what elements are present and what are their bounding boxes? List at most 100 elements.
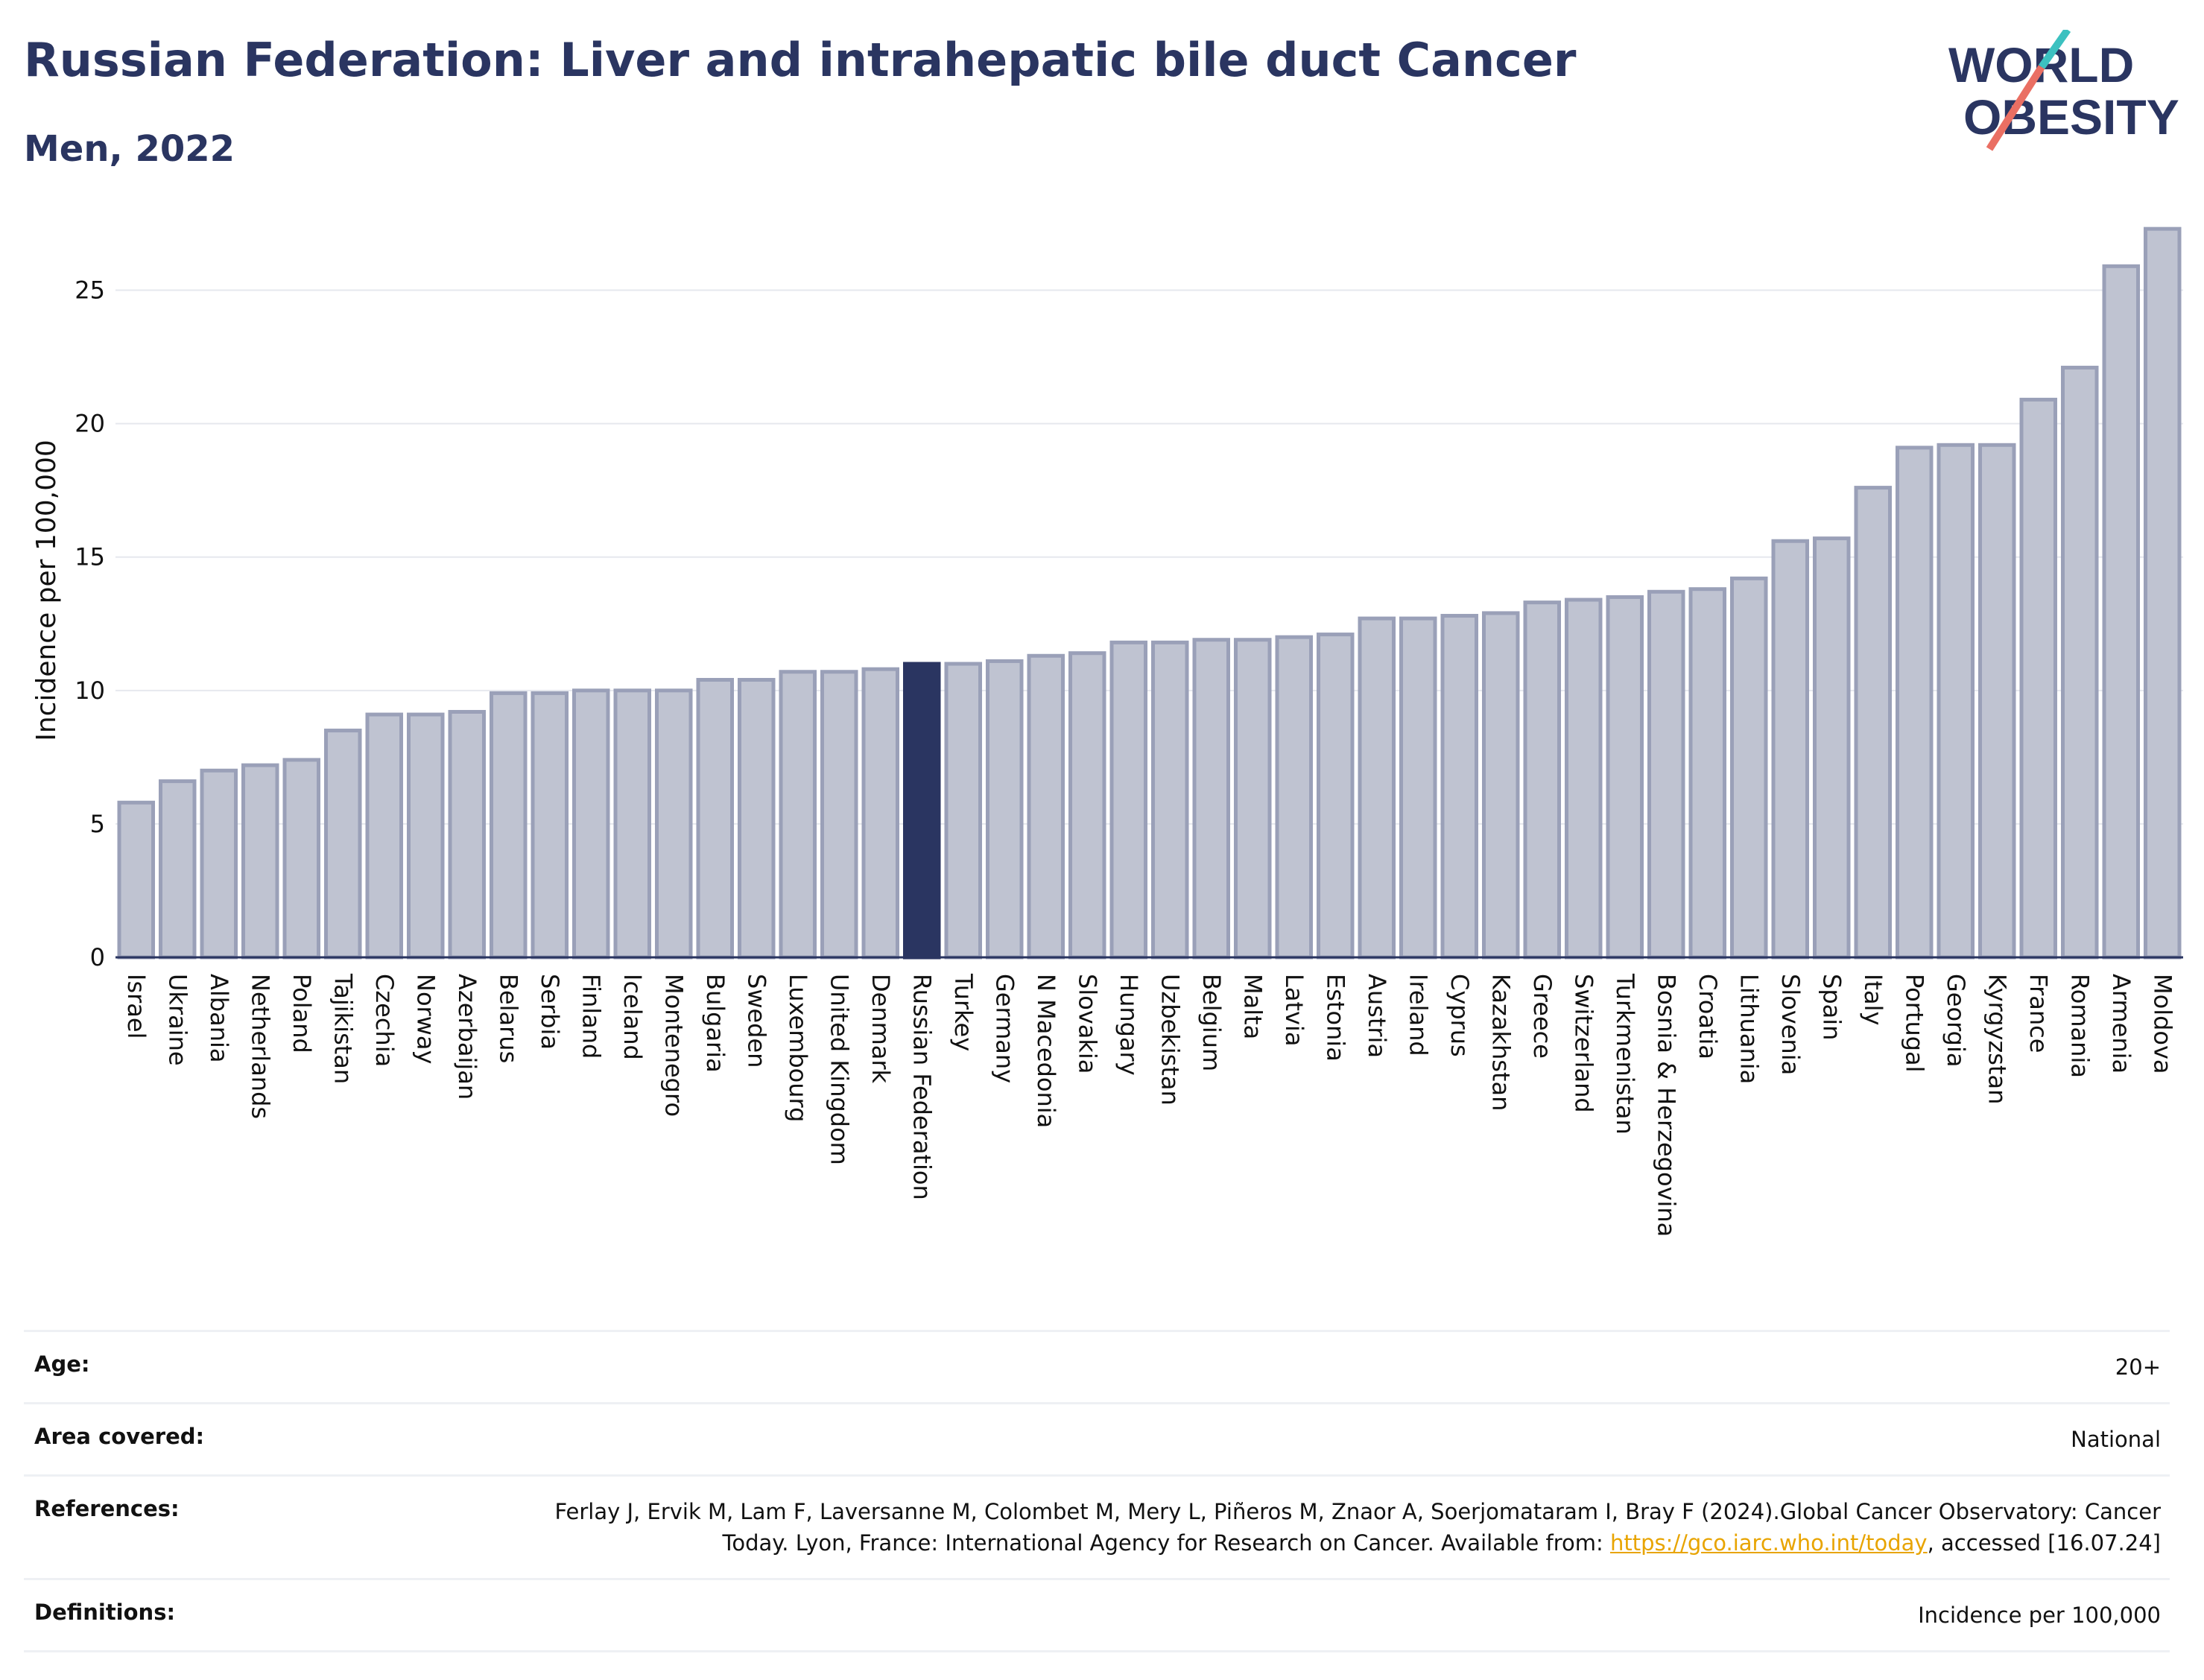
bar [1729, 576, 1768, 960]
bar [282, 758, 321, 960]
chart-subtitle: Men, 2022 [24, 128, 235, 170]
references-text-end: , accessed [16.07.24] [1927, 1530, 2161, 1556]
x-tick-label: N Macedonia [1032, 974, 1060, 1128]
bar [1564, 597, 1603, 960]
x-tick-label: Iceland [618, 974, 647, 1060]
x-tick-label: Netherlands [246, 974, 274, 1119]
bar [1771, 539, 1810, 960]
x-tick-label: Bulgaria [701, 974, 729, 1073]
references-link[interactable]: https://gco.iarc.who.int/today [1609, 1530, 1928, 1556]
x-tick-label: Estonia [1321, 974, 1349, 1062]
bar [571, 688, 610, 960]
bar [2060, 365, 2099, 960]
x-tick-label: Serbia [536, 974, 564, 1050]
footer-row-definitions: Definitions: Incidence per 100,000 [24, 1578, 2170, 1652]
bar [1977, 443, 2016, 960]
bar [1854, 486, 1893, 960]
footer-row-age: Age: 20+ [24, 1330, 2170, 1402]
x-tick-label: Portugal [1900, 974, 1928, 1073]
x-tick-label: Albania [205, 974, 233, 1062]
world-obesity-logo: WORLD OBESITY [1948, 30, 2179, 151]
x-tick-label: Austria [1363, 974, 1391, 1058]
bar [241, 763, 279, 960]
definitions-label: Definitions: [34, 1600, 176, 1625]
age-label: Age: [34, 1351, 90, 1377]
x-tick-label: Denmark [867, 974, 895, 1084]
x-tick-label: Ukraine [163, 974, 191, 1066]
bar [779, 670, 817, 960]
y-tick-label: 10 [75, 676, 105, 705]
x-tick-label: Turkey [949, 973, 978, 1051]
x-tick-label: Ireland [1404, 974, 1432, 1056]
bar [1275, 635, 1314, 960]
x-tick-label: Uzbekistan [1156, 974, 1184, 1106]
bar [1068, 651, 1106, 960]
bar [1481, 611, 1520, 960]
x-tick-label: France [2024, 974, 2053, 1053]
x-tick-label: Israel [122, 974, 151, 1039]
y-tick-label: 20 [75, 410, 105, 438]
y-tick-label: 25 [75, 276, 105, 305]
x-tick-label: Germany [990, 974, 1019, 1083]
bar [1688, 587, 1727, 960]
x-tick-label: Kyrgyzstan [1983, 974, 2011, 1104]
x-tick-label: Slovenia [1776, 974, 1805, 1075]
info-table: Age: 20+ Area covered: National Referenc… [24, 1330, 2170, 1652]
y-tick-label: 0 [90, 943, 105, 971]
x-tick-label: Georgia [1942, 974, 1970, 1067]
bar [1399, 616, 1437, 960]
definitions-value: Incidence per 100,000 [1918, 1603, 2161, 1628]
y-tick-label: 5 [90, 810, 105, 838]
bar [489, 691, 528, 960]
bar [1937, 443, 1975, 960]
x-tick-label: Italy [1859, 974, 1887, 1025]
references-label: References: [34, 1496, 180, 1521]
bar [1109, 640, 1148, 960]
references-value: Ferlay J, Ervik M, Lam F, Laversanne M, … [484, 1496, 2161, 1559]
logo-slash-teal [2038, 30, 2071, 69]
footer-row-area: Area covered: National [24, 1402, 2170, 1474]
x-tick-label: Moldova [2148, 974, 2176, 1074]
bar [323, 729, 362, 960]
x-tick-label: Switzerland [1569, 974, 1597, 1113]
bar [902, 662, 941, 960]
area-value: National [2071, 1427, 2161, 1452]
bar [1316, 633, 1355, 960]
bar [820, 670, 858, 960]
x-tick-label: Malta [1238, 974, 1267, 1039]
bar [1192, 638, 1231, 960]
bar [1358, 616, 1396, 960]
bar [1812, 536, 1851, 960]
bar [365, 712, 404, 960]
bar [158, 779, 197, 960]
bar [1895, 446, 1934, 960]
bar [200, 768, 238, 960]
bar [654, 688, 693, 960]
references-text: Ferlay J, Ervik M, Lam F, Laversanne M, … [554, 1499, 2161, 1556]
x-tick-label: Croatia [1694, 974, 1722, 1059]
x-tick-label: Slovakia [1073, 974, 1101, 1074]
x-tick-label: Russian Federation [908, 974, 936, 1200]
x-tick-label: Kazakhstan [1486, 974, 1515, 1111]
bar [2019, 397, 2058, 960]
bar [406, 712, 445, 960]
bar [2143, 226, 2182, 960]
bar [2102, 264, 2141, 960]
bar [1027, 653, 1065, 960]
bar-chart: 0 5 10 15 20 25 Incidence per 100,000 Israel Ukr… [31, 226, 2183, 1237]
bar [696, 677, 735, 960]
x-tick-label: Greece [1528, 974, 1557, 1059]
x-tick-label: Sweden [742, 974, 770, 1068]
bar [1606, 595, 1644, 960]
x-tick-label: Azerbaijan [453, 974, 481, 1100]
bar [531, 691, 569, 960]
bar [1647, 589, 1685, 960]
x-tick-label: Norway [411, 974, 440, 1064]
x-tick-label: Luxembourg [784, 974, 812, 1122]
y-tick-label: 15 [75, 543, 105, 571]
bar [1233, 638, 1272, 960]
x-tick-label: Latvia [1280, 974, 1308, 1046]
x-tick-label: Belarus [494, 974, 522, 1063]
x-tick-label: Montenegro [659, 974, 688, 1117]
x-tick-label: Lithuania [1735, 974, 1763, 1084]
